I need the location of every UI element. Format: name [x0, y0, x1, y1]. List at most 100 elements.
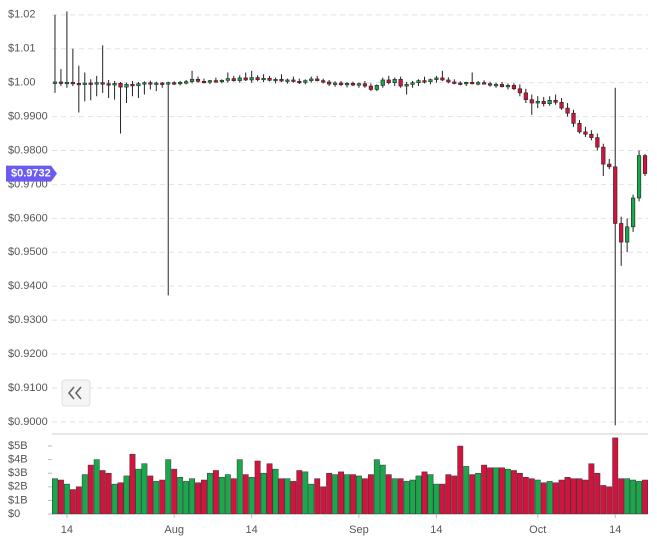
- volume-bar: [427, 474, 434, 515]
- volume-bar: [606, 486, 613, 515]
- candle-body: [553, 100, 558, 103]
- volume-bar: [576, 478, 583, 515]
- volume-bar: [284, 478, 291, 515]
- y-tick-label: $1.00: [8, 77, 36, 89]
- candle-body: [493, 84, 499, 87]
- volume-bar: [260, 472, 267, 515]
- volume-bar: [510, 470, 517, 515]
- volume-bar: [546, 481, 553, 515]
- candle-body: [535, 101, 540, 104]
- candle-body: [511, 85, 516, 90]
- candle-body: [476, 82, 481, 85]
- candle-body: [76, 83, 81, 86]
- candle-body: [541, 101, 546, 105]
- volume-bar: [624, 478, 631, 515]
- volume-bar: [69, 489, 76, 515]
- candle-body: [362, 83, 367, 87]
- volume-bar: [588, 463, 595, 515]
- volume-bar: [421, 471, 428, 515]
- candle-body: [386, 79, 391, 83]
- volume-bar: [201, 479, 207, 515]
- candle-body: [130, 84, 135, 87]
- candle-body: [327, 81, 332, 85]
- volume-bar: [296, 470, 303, 515]
- candle-body: [565, 107, 570, 114]
- volume-bar: [469, 474, 476, 515]
- collapse-button[interactable]: [61, 379, 91, 407]
- volume-bar: [93, 459, 100, 515]
- candle-body: [631, 197, 636, 228]
- volume-bar: [230, 478, 237, 515]
- volume-bar: [445, 474, 452, 515]
- candle-body: [458, 82, 463, 85]
- volume-bar: [397, 478, 404, 515]
- volume-bar: [183, 481, 190, 515]
- candle-body: [642, 155, 648, 174]
- candle-body: [231, 78, 236, 81]
- y-tick-label: $1.01: [8, 43, 36, 55]
- volume-bar: [403, 481, 410, 515]
- candle-body: [344, 83, 350, 86]
- x-tick-label: 14: [430, 524, 442, 536]
- volume-bar: [177, 477, 184, 515]
- volume-bar: [248, 477, 255, 515]
- volume-tick-label: $2B: [8, 481, 28, 493]
- volume-bar: [505, 468, 511, 515]
- volume-bar: [242, 474, 249, 515]
- volume-bar: [493, 467, 499, 515]
- volume-bar: [52, 478, 58, 515]
- candle-body: [428, 79, 433, 82]
- candle-body: [154, 82, 159, 85]
- volume-bar: [528, 478, 535, 515]
- candle-body: [380, 79, 385, 86]
- candle-body: [487, 83, 493, 86]
- candle-body: [452, 81, 457, 84]
- volume-bar: [457, 445, 464, 515]
- volume-bar: [391, 478, 398, 515]
- volume-bar: [236, 459, 243, 515]
- candle-body: [470, 82, 475, 85]
- volume-bar: [141, 463, 148, 515]
- candle-body: [124, 84, 129, 88]
- candle-body: [607, 163, 612, 168]
- volume-bar: [630, 479, 637, 515]
- volume-bar: [356, 475, 362, 515]
- candle-body: [178, 82, 183, 85]
- candle-body: [172, 82, 177, 85]
- volume-bar: [314, 478, 321, 515]
- candle-body: [356, 83, 362, 86]
- volume-bar: [212, 470, 219, 515]
- volume-bar: [129, 453, 136, 515]
- volume-bar: [123, 475, 130, 515]
- candle-body: [404, 84, 409, 87]
- y-tick-label: $0.9800: [8, 144, 48, 156]
- candle-body: [166, 82, 171, 85]
- candle-body: [636, 155, 642, 199]
- volume-bar: [594, 472, 601, 515]
- volume-tick-label: $5B: [8, 440, 28, 452]
- volume-bar: [153, 481, 160, 515]
- candle-body: [398, 78, 403, 87]
- candle-body: [416, 80, 421, 83]
- candle-body: [195, 78, 201, 82]
- candle-body: [482, 82, 487, 85]
- candle-body: [321, 80, 326, 83]
- candle-body: [309, 78, 314, 81]
- candle-body: [261, 77, 266, 81]
- candle-body: [213, 80, 218, 83]
- volume-bar: [642, 479, 648, 515]
- volume-bar: [254, 460, 261, 515]
- volume-bar: [367, 474, 374, 515]
- candle-body: [499, 84, 505, 88]
- volume-bar: [373, 459, 380, 515]
- candle-body: [422, 80, 427, 83]
- y-tick-label: $0.9900: [8, 110, 48, 122]
- candle-body: [267, 77, 272, 81]
- volume-bar: [564, 477, 571, 515]
- candle-body: [225, 78, 230, 81]
- y-tick-label: $1.02: [8, 9, 36, 21]
- x-tick-label: 14: [609, 524, 621, 536]
- y-tick-label: $0.9600: [8, 212, 48, 224]
- volume-bar: [63, 483, 70, 515]
- candle-body: [184, 81, 189, 84]
